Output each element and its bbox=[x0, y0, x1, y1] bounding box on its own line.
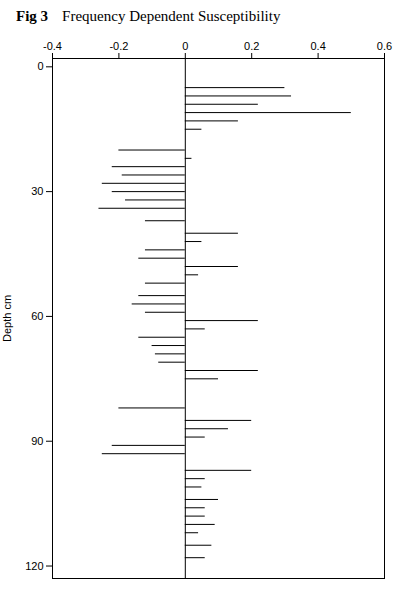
svg-text:30: 30 bbox=[31, 185, 43, 197]
svg-text:0.4: 0.4 bbox=[310, 40, 325, 52]
svg-text:Depth cm: Depth cm bbox=[1, 295, 13, 342]
svg-text:0.6: 0.6 bbox=[377, 40, 392, 52]
svg-text:90: 90 bbox=[31, 435, 43, 447]
svg-text:120: 120 bbox=[25, 560, 43, 572]
svg-text:0: 0 bbox=[37, 60, 43, 72]
svg-text:-0.4: -0.4 bbox=[43, 40, 62, 52]
svg-text:0: 0 bbox=[182, 40, 188, 52]
svg-text:0.2: 0.2 bbox=[244, 40, 259, 52]
html-text:Frequency Dependent Susceptibi: Frequency Dependent Susceptibility bbox=[62, 8, 281, 24]
svg-text:-0.2: -0.2 bbox=[109, 40, 128, 52]
svg-text:60: 60 bbox=[31, 310, 43, 322]
html-text:Fig 3: Fig 3 bbox=[16, 8, 49, 24]
